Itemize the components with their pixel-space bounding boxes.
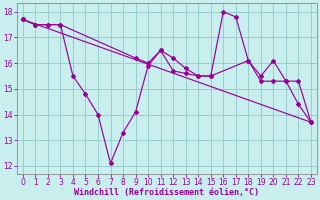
X-axis label: Windchill (Refroidissement éolien,°C): Windchill (Refroidissement éolien,°C) [74, 188, 260, 197]
